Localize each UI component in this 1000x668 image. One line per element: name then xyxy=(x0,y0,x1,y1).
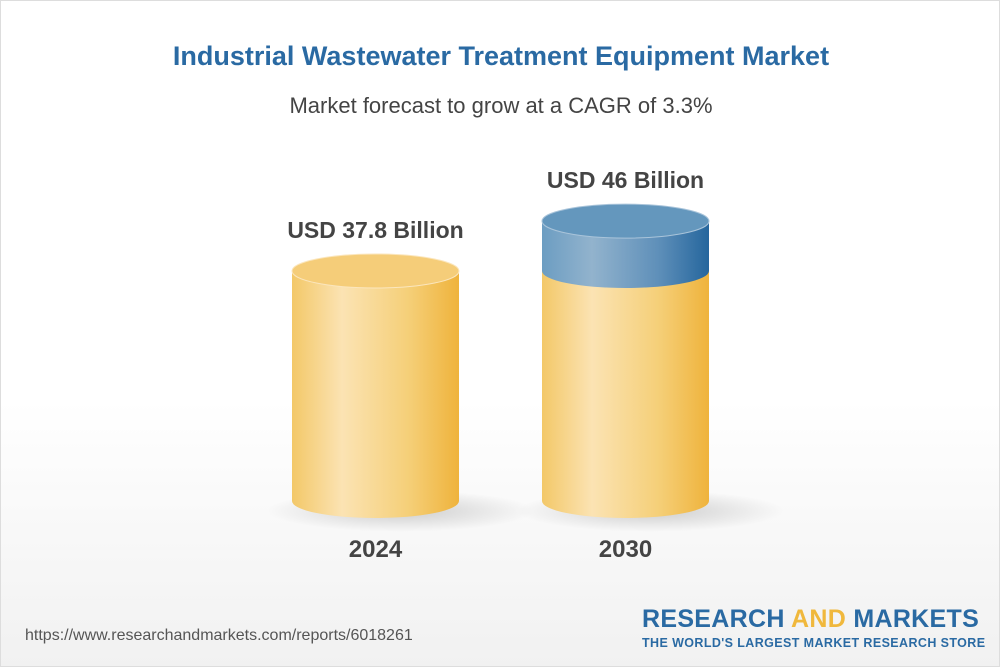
category-label-2024: 2024 xyxy=(349,536,403,563)
data-label-2030: USD 46 Billion xyxy=(547,167,704,193)
logo-tagline: THE WORLD'S LARGEST MARKET RESEARCH STOR… xyxy=(642,636,986,650)
cylinder-top-2024 xyxy=(291,253,460,289)
chart-subtitle: Market forecast to grow at a CAGR of 3.3… xyxy=(289,93,713,118)
research-and-markets-logo: RESEARCH AND MARKETS THE WORLD'S LARGEST… xyxy=(642,605,986,650)
chart-title: Industrial Wastewater Treatment Equipmen… xyxy=(172,41,830,71)
cylinder-top-2030 xyxy=(541,203,710,239)
cylinder-body-2024 xyxy=(292,271,459,518)
category-label-2030: 2030 xyxy=(599,536,652,563)
data-label-2024: USD 37.8 Billion xyxy=(287,217,463,243)
logo-text-and: AND xyxy=(791,605,847,633)
cylinder-body-2030 xyxy=(542,271,709,518)
logo-text-research: RESEARCH xyxy=(642,605,792,633)
source-url[interactable]: https://www.researchandmarkets.com/repor… xyxy=(25,627,413,644)
logo-text-markets: MARKETS xyxy=(846,605,980,633)
cylinder-growth-segment-2030 xyxy=(542,221,709,288)
